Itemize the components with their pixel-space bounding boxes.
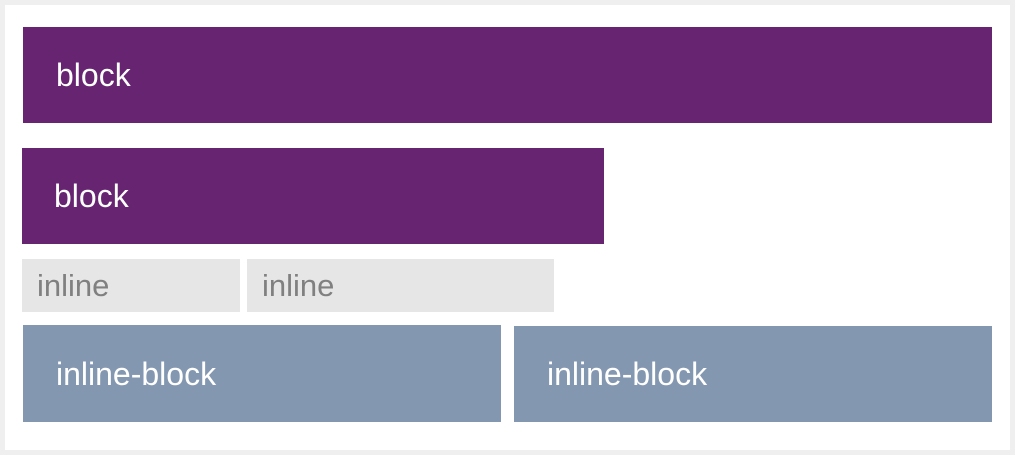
block-box-partial-width: block [22, 148, 604, 244]
block-label: block [56, 57, 131, 93]
inline-box-2: inline [247, 259, 554, 312]
inline-block-box-2: inline-block [514, 326, 992, 422]
inline-block-label: inline-block [547, 356, 708, 392]
inline-block-box-1: inline-block [23, 325, 501, 422]
block-box-full-width: block [23, 27, 992, 123]
inline-label: inline [262, 268, 335, 303]
inline-box-1: inline [22, 259, 240, 312]
inline-label: inline [37, 268, 110, 303]
diagram-frame: block block inline inline inline-block i… [5, 5, 1010, 450]
block-label: block [54, 178, 129, 214]
inline-block-label: inline-block [56, 355, 217, 392]
